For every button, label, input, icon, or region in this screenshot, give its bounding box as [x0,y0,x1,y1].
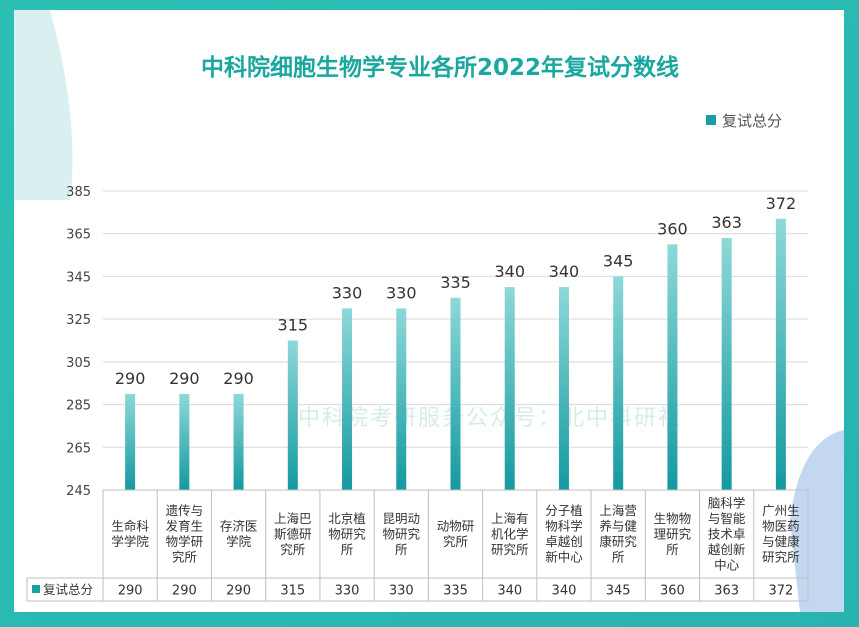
table-row-label: 复试总分 [43,582,93,597]
bar-4 [342,308,353,490]
legend-swatch [706,115,716,125]
y-tick-label-305: 305 [66,356,91,371]
bar-9 [613,276,624,490]
data-label-4: 330 [332,283,363,302]
table-value-10: 360 [660,584,685,599]
x-tick-label-9: 上海营养与健康研究所 [599,503,637,565]
table-value-2: 290 [226,584,251,599]
x-tick-label-3: 上海巴斯德研究所 [274,511,312,557]
y-tick-label-345: 345 [66,270,91,285]
x-tick-label-12: 广州生物医药与健康研究所 [762,503,800,565]
bar-12 [775,218,786,490]
table-value-7: 340 [497,584,522,599]
corner-decoration-left [14,10,73,200]
table-value-5: 330 [389,584,414,599]
y-tick-label-285: 285 [66,399,91,414]
data-label-12: 372 [766,194,797,213]
bar-1 [179,393,190,490]
data-label-11: 363 [711,213,742,232]
y-tick-label-265: 265 [66,441,91,456]
table-legend-swatch [32,585,40,593]
table-value-1: 290 [172,584,197,599]
bar-8 [558,287,569,490]
y-tick-label-365: 365 [66,228,91,243]
data-label-1: 290 [169,369,200,388]
table-value-0: 290 [118,584,143,599]
data-label-10: 360 [657,219,688,238]
chart-title: 中科院细胞生物学专业各所2022年复试分数线 [201,54,679,81]
inner-panel [14,10,844,612]
x-tick-label-11: 脑科学与智能技术卓越创新中心 [708,495,746,572]
data-label-6: 335 [440,273,471,292]
y-tick-label-245: 245 [66,484,91,499]
table-value-9: 345 [606,584,631,599]
bar-10 [667,244,678,490]
y-tick-label-385: 385 [66,185,91,200]
corner-decoration-right [790,430,844,612]
legend-label: 复试总分 [722,112,782,130]
data-label-0: 290 [115,369,146,388]
data-label-3: 315 [278,316,309,335]
data-label-7: 340 [494,262,525,281]
data-label-9: 345 [603,251,634,270]
table-value-6: 335 [443,584,468,599]
bar-7 [504,287,515,490]
x-tick-label-5: 昆明动物研究所 [383,511,421,557]
x-tick-label-2: 存济医学院 [220,519,258,550]
y-tick-label-325: 325 [66,313,91,328]
data-label-8: 340 [549,262,580,281]
bar-6 [450,297,461,490]
bar-11 [721,237,732,490]
x-tick-label-7: 上海有机化学研究所 [491,511,529,557]
x-tick-label-10: 生物物理研究所 [654,511,692,557]
bar-2 [233,393,244,490]
x-tick-label-6: 动物研究所 [437,519,475,550]
table-value-4: 330 [335,584,360,599]
x-tick-label-0: 生命科学学院 [111,519,149,550]
data-label-2: 290 [223,369,254,388]
table-value-12: 372 [768,584,793,599]
watermark: 中科院考研服务公众号：北中科研社 [298,406,682,431]
table-value-11: 363 [714,584,739,599]
x-tick-label-8: 分子植物科学卓越创新中心 [545,503,583,565]
bar-5 [396,308,407,490]
table-value-8: 340 [552,584,577,599]
table-value-3: 315 [280,584,305,599]
bar-0 [125,393,136,490]
bar-3 [287,340,298,490]
x-tick-label-4: 北京植物研究所 [328,511,366,557]
x-tick-label-1: 遗传与发育生物学研究所 [166,503,204,565]
data-label-5: 330 [386,283,417,302]
